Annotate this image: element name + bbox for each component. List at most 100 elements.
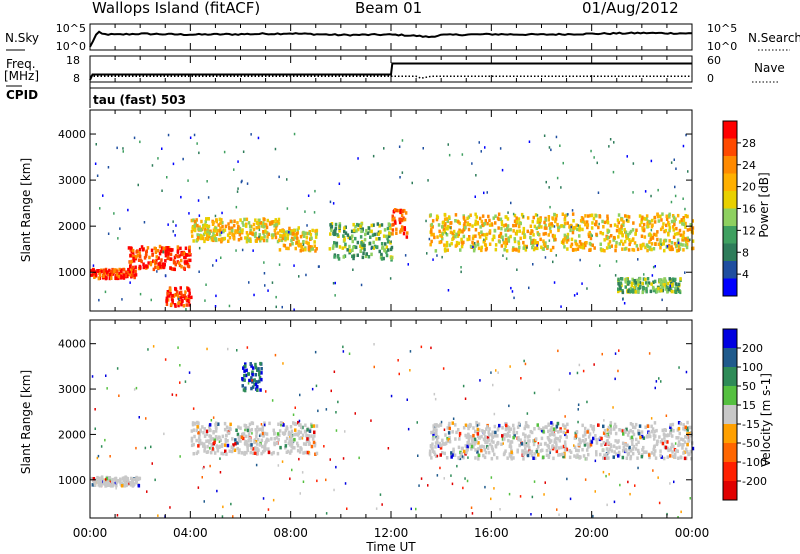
velocity-cell [633, 425, 637, 430]
velocity-cell [646, 424, 650, 428]
velocity-cell [581, 423, 584, 428]
power-cell [102, 274, 105, 278]
power-cell [351, 234, 354, 238]
velocity-cell [622, 432, 625, 436]
power-cell [673, 241, 677, 246]
velocity-cell [439, 422, 442, 427]
velocity-cell [214, 435, 218, 439]
power-cell [623, 247, 627, 251]
velocity-cell [684, 425, 687, 430]
velocity-cell [337, 400, 339, 404]
power-cell [282, 233, 285, 238]
power-cell [676, 238, 680, 242]
power-cell [175, 224, 177, 227]
velocity-cell [613, 422, 617, 427]
velocity-cell [293, 422, 297, 426]
velocity-cell [552, 427, 556, 431]
velocity-cell [208, 429, 210, 432]
power-cell [646, 248, 649, 253]
power-cell [682, 197, 684, 200]
power-cell [134, 255, 138, 259]
power-cell [591, 243, 594, 247]
velocity-cell [486, 440, 489, 445]
power-cell [544, 218, 547, 222]
velocity-cell [205, 450, 209, 454]
velocity-cell [134, 480, 138, 485]
velocity-cell [592, 436, 595, 441]
power-cell [670, 283, 674, 287]
velocity-cell [98, 476, 101, 481]
power-cell [236, 221, 239, 225]
power-cell [277, 217, 281, 222]
velocity-cell [670, 429, 672, 432]
power-cell [348, 244, 351, 249]
power-cell [341, 246, 344, 250]
power-colorbar-swatch [723, 226, 737, 244]
power-cell [391, 218, 394, 222]
power-cell [682, 233, 685, 238]
power-cell [253, 293, 255, 297]
power-cell [466, 216, 469, 221]
power-cell [494, 243, 498, 247]
power-cell [648, 220, 651, 224]
velocity-cell [203, 444, 206, 449]
freq-line [89, 62, 692, 81]
power-cell [462, 234, 466, 239]
velocity-cell [584, 437, 587, 442]
velocity-cell [568, 455, 572, 460]
velocity-cell [230, 502, 232, 506]
power-cell [467, 215, 471, 219]
power-cell [573, 294, 576, 297]
power-cell [332, 282, 335, 285]
power-cell [664, 238, 668, 243]
power-cell [466, 221, 469, 226]
power-cell [691, 239, 695, 243]
power-cell [522, 240, 525, 245]
power-cell [488, 223, 492, 227]
power-cell [207, 196, 210, 199]
velocity-cell [409, 350, 412, 353]
power-cell [667, 243, 671, 248]
power-cell [638, 223, 642, 227]
power-cell [583, 220, 586, 224]
power-cell [213, 234, 217, 238]
velocity-cell [471, 435, 474, 440]
power-cell [454, 234, 457, 239]
velocity-cell [436, 441, 439, 445]
power-cell [505, 249, 509, 253]
velocity-cell [663, 436, 666, 440]
power-cell [248, 224, 252, 229]
velocity-cell [640, 454, 644, 459]
velocity-cell [123, 476, 126, 480]
velocity-cell [654, 456, 658, 460]
velocity-cell [657, 476, 659, 479]
power-cell [563, 218, 567, 222]
power-cell [277, 221, 281, 225]
power-cell [186, 264, 190, 268]
velocity-cell [249, 378, 253, 382]
power-cell [625, 234, 628, 238]
power-cell [135, 250, 138, 254]
power-cell [385, 253, 389, 258]
power-cell [623, 239, 627, 244]
power-cell [220, 231, 223, 234]
velocity-cell [344, 430, 346, 433]
velocity-cell [618, 349, 620, 352]
velocity-cell [244, 439, 246, 443]
velocity-cell [325, 512, 328, 515]
power-cell [447, 289, 450, 292]
power-cell [441, 255, 443, 259]
power-cell [475, 174, 477, 177]
velocity-cell [462, 426, 466, 430]
velocity-cell [301, 433, 305, 437]
power-cell [276, 231, 280, 235]
velocity-cell [260, 423, 263, 426]
power-cell [182, 157, 184, 161]
power-cell [590, 149, 592, 153]
power-cell [515, 248, 518, 252]
velocity-cell [150, 445, 152, 449]
power-cell [203, 230, 207, 235]
velocity-cell [255, 431, 258, 435]
power-cell [293, 308, 295, 311]
velocity-cell [457, 428, 460, 432]
